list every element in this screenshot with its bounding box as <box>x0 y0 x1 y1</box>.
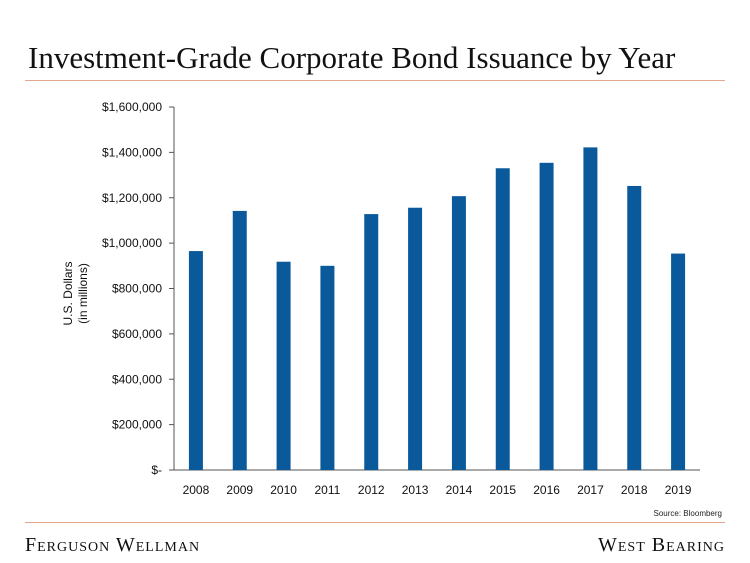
y-axis-label-line: (in millions) <box>76 263 90 324</box>
brand-ferguson-wellman: Ferguson Wellman <box>25 534 201 556</box>
bar-2009 <box>232 210 247 470</box>
bar-2014 <box>451 196 466 471</box>
y-tick-label: $600,000 <box>112 327 162 341</box>
bar-2012 <box>364 214 379 470</box>
brand-west-bearing: West Bearing <box>598 534 725 556</box>
y-tick-label: $1,000,000 <box>102 236 162 250</box>
bar-2011 <box>320 265 335 470</box>
y-tick-label: $1,200,000 <box>102 191 162 205</box>
x-tick-label: 2016 <box>533 483 560 497</box>
bar-2017 <box>583 147 598 471</box>
source-note: Source: Bloomberg <box>653 509 722 518</box>
bar-chart: $- $200,000 $400,000 $600,000 $800,000 $1,000… <box>61 100 700 497</box>
footer-divider <box>25 522 725 523</box>
bar-2015 <box>495 168 510 470</box>
bar-2019 <box>671 253 686 470</box>
bar-2008 <box>188 251 203 470</box>
x-tick-label: 2012 <box>358 483 385 497</box>
y-tick-label: $1,600,000 <box>102 100 162 114</box>
y-tick-label: $200,000 <box>112 418 162 432</box>
bar-2016 <box>539 162 554 470</box>
bar-2010 <box>276 261 291 470</box>
chart-title: Investment-Grade Corporate Bond Issuance… <box>28 40 676 75</box>
x-tick-label: 2011 <box>315 483 341 497</box>
y-tick-label: $400,000 <box>112 372 162 386</box>
bar-2013 <box>408 207 423 471</box>
y-axis-label-line: U.S. Dollars <box>61 261 75 325</box>
x-tick-label: 2019 <box>665 483 692 497</box>
x-tick-label: 2017 <box>577 483 604 497</box>
y-axis-label: U.S. Dollars (in millions) <box>61 261 90 325</box>
x-tick-label: 2010 <box>270 483 297 497</box>
x-tick-label: 2013 <box>402 483 429 497</box>
y-tick-label: $- <box>151 463 162 477</box>
bar-2018 <box>627 185 642 470</box>
x-tick-label: 2009 <box>226 483 253 497</box>
x-tick-label: 2015 <box>489 483 516 497</box>
x-tick-label: 2018 <box>621 483 648 497</box>
title-divider <box>25 80 725 81</box>
y-tick-label: $1,400,000 <box>102 145 162 159</box>
x-tick-label: 2008 <box>183 483 210 497</box>
x-tick-label: 2014 <box>446 483 473 497</box>
y-tick-label: $800,000 <box>112 282 162 296</box>
